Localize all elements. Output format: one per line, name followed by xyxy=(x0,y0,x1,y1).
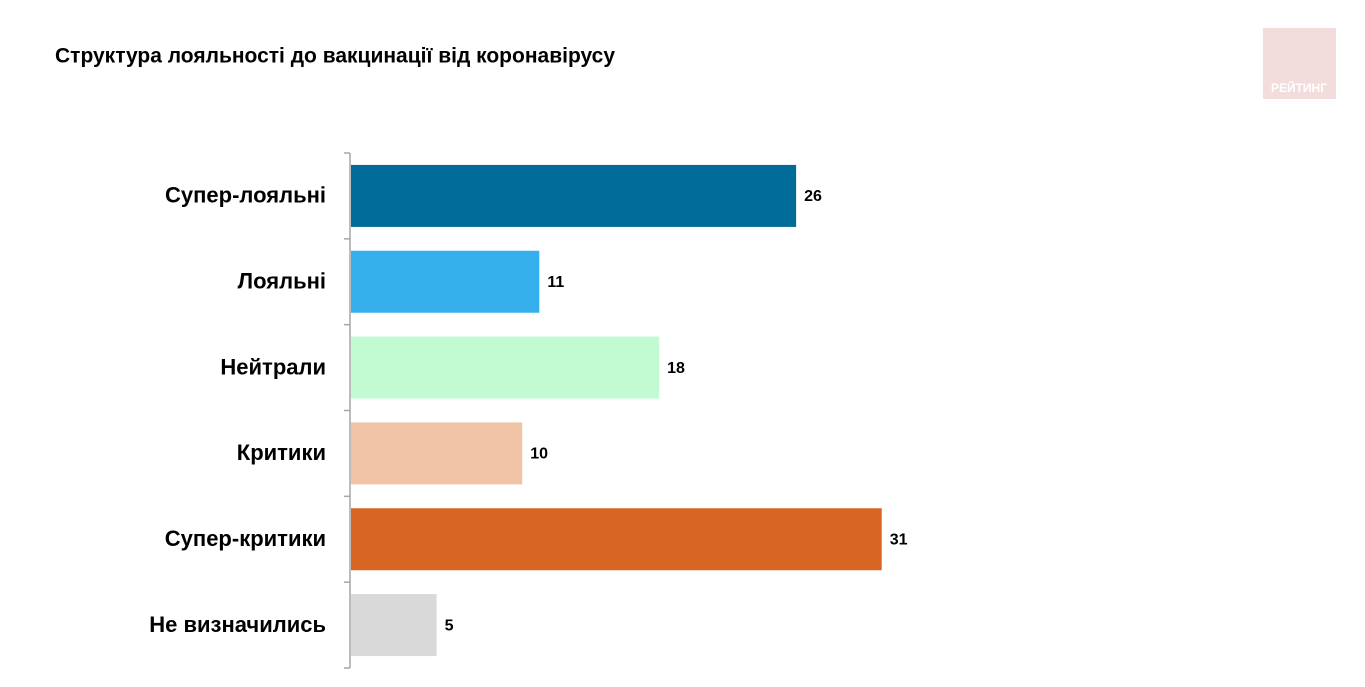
logo: РЕЙТИНГ xyxy=(1271,80,1327,95)
bar xyxy=(351,508,882,571)
value-label: 31 xyxy=(890,531,908,548)
category-label: Критики xyxy=(237,440,326,465)
bar xyxy=(351,164,797,227)
logo-box xyxy=(1263,28,1336,99)
category-label: Не визначились xyxy=(149,612,326,637)
bar xyxy=(351,594,437,657)
value-label: 18 xyxy=(667,360,685,377)
category-label: Нейтрали xyxy=(220,354,326,379)
category-label: Лояльні xyxy=(238,269,326,294)
category-label: Супер-критики xyxy=(165,526,326,551)
value-label: 11 xyxy=(547,274,564,291)
category-label: Супер-лояльні xyxy=(165,183,326,208)
value-label: 26 xyxy=(804,188,822,205)
chart-title: Структура лояльності до вакцинації від к… xyxy=(55,45,615,68)
bar xyxy=(351,422,523,485)
bar xyxy=(351,250,540,313)
bar xyxy=(351,336,660,399)
value-label: 10 xyxy=(530,446,548,463)
value-label: 5 xyxy=(445,617,454,634)
